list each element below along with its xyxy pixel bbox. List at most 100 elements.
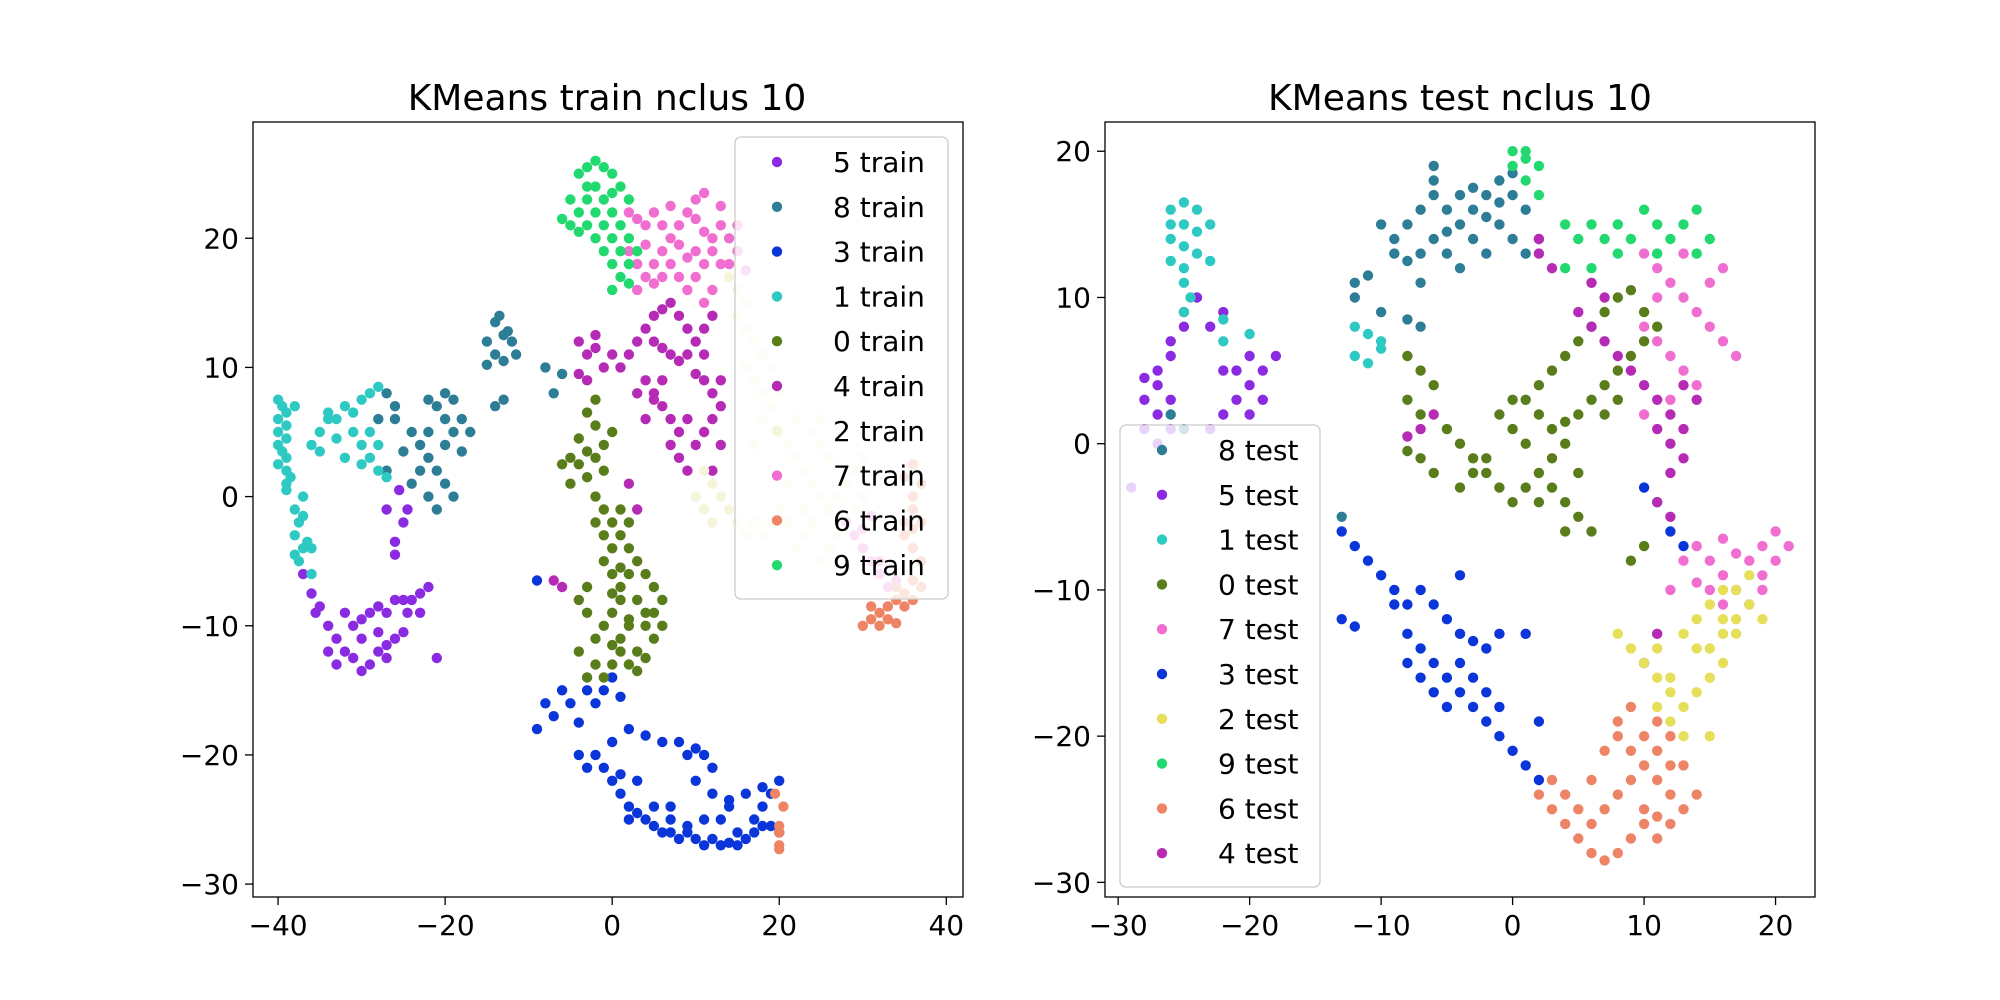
point-0-5-32 <box>673 426 685 438</box>
point-1-7-11 <box>1638 204 1650 215</box>
point-0-9-17 <box>615 246 626 257</box>
point-1-5-6 <box>1415 584 1426 596</box>
point-0-0-16 <box>423 581 434 593</box>
point-0-8-22 <box>769 788 781 799</box>
point-1-7-20 <box>1586 263 1597 274</box>
point-0-9-9 <box>581 194 593 205</box>
point-0-1-2 <box>506 336 518 347</box>
point-0-1-31 <box>373 413 384 425</box>
point-1-4-13 <box>1678 365 1689 376</box>
legend-label-2: 3 train <box>833 236 925 269</box>
point-1-9-25 <box>1652 628 1663 639</box>
point-0-1-14 <box>439 439 451 451</box>
point-0-5-33 <box>682 413 693 425</box>
point-1-3-1 <box>1415 365 1426 376</box>
point-1-8-7 <box>1625 833 1637 844</box>
point-0-1-30 <box>381 388 392 399</box>
point-0-0-25 <box>431 652 442 664</box>
point-0-3-9 <box>281 452 292 463</box>
point-0-0-37 <box>381 652 392 664</box>
point-0-5-16 <box>690 336 701 347</box>
point-0-2-33 <box>765 820 777 832</box>
point-1-4-3 <box>1678 292 1689 303</box>
point-1-8-28 <box>1573 804 1584 815</box>
point-1-9-17 <box>1678 423 1689 435</box>
point-0-5-52 <box>707 465 718 476</box>
point-0-4-47 <box>590 633 601 644</box>
point-1-8-34 <box>1652 745 1663 756</box>
point-1-9-13 <box>1678 453 1689 464</box>
point-1-8-16 <box>1625 774 1637 786</box>
point-0-5-23 <box>682 349 693 360</box>
point-0-2-31 <box>749 827 760 838</box>
point-1-4-9 <box>1730 350 1742 362</box>
point-1-5-38 <box>1638 482 1650 493</box>
legend-marker-9 <box>1156 848 1168 859</box>
point-0-4-7 <box>556 459 568 470</box>
point-1-3-47 <box>1520 438 1531 449</box>
point-0-9-21 <box>581 220 593 231</box>
legend-marker-7 <box>1156 758 1168 769</box>
point-1-2-5 <box>1191 226 1203 237</box>
point-1-8-14 <box>1599 804 1610 815</box>
point-0-4-42 <box>657 620 668 631</box>
point-1-4-10 <box>1638 321 1650 332</box>
point-1-1-17 <box>1270 350 1282 362</box>
point-1-3-13 <box>1546 453 1558 464</box>
legend-marker-5 <box>1156 668 1168 680</box>
point-0-4-48 <box>598 620 609 631</box>
point-1-9-5 <box>1599 336 1610 347</box>
point-0-4-19 <box>615 594 626 606</box>
point-1-9-19 <box>1678 380 1689 391</box>
point-1-6-13 <box>1717 628 1729 639</box>
point-0-2-49 <box>648 801 660 812</box>
point-0-9-2 <box>590 155 601 166</box>
y-tick-label: −10 <box>1032 574 1091 607</box>
point-1-1-8 <box>1152 409 1163 420</box>
legend-marker-8 <box>1156 803 1168 814</box>
point-0-5-37 <box>715 401 726 412</box>
point-1-3-12 <box>1533 467 1545 479</box>
point-1-1-3 <box>1165 350 1176 362</box>
legend-label-1: 8 train <box>833 191 925 224</box>
point-1-3-55 <box>1467 467 1479 479</box>
legend-marker-6 <box>771 425 783 436</box>
point-0-0-19 <box>364 607 376 618</box>
point-1-3-20 <box>1546 365 1558 376</box>
point-0-7-25 <box>623 246 635 257</box>
point-1-3-44 <box>1507 423 1518 435</box>
point-0-1-4 <box>490 349 501 360</box>
point-1-7-16 <box>1704 233 1716 245</box>
point-0-1-24 <box>456 413 467 425</box>
point-1-0-9 <box>1494 175 1505 186</box>
train-legend: 5 train 8 train 3 train 1 train 0 train 4 tra… <box>734 136 949 600</box>
point-1-3-41 <box>1415 453 1426 464</box>
point-1-7-7 <box>1586 219 1597 230</box>
point-0-4-56 <box>607 426 618 438</box>
point-0-7-12 <box>723 233 735 244</box>
test-panel: KMeans test nclus 10 −30 −20 −10 0 10 20 −30 −2… <box>1032 78 1816 942</box>
point-0-4-38 <box>632 556 643 567</box>
point-0-3-2 <box>281 407 292 418</box>
point-1-3-38 <box>1573 511 1584 522</box>
point-1-1-4 <box>1165 336 1176 347</box>
point-0-2-11 <box>590 749 601 761</box>
point-0-3-43 <box>373 439 384 451</box>
point-0-1-19 <box>423 452 434 463</box>
point-0-0-13 <box>402 607 413 618</box>
point-1-5-34 <box>1336 614 1347 625</box>
point-1-2-14 <box>1185 292 1196 303</box>
point-1-2-12 <box>1205 255 1216 267</box>
point-1-2-17 <box>1349 321 1361 332</box>
point-1-2-2 <box>1191 204 1203 215</box>
point-0-6-0 <box>723 271 735 283</box>
point-1-6-14 <box>1730 614 1742 625</box>
point-0-0-34 <box>339 607 351 618</box>
point-1-5-25 <box>1454 657 1466 669</box>
point-1-1-22 <box>1244 409 1255 420</box>
point-1-4-28 <box>1730 548 1742 559</box>
point-1-0-4 <box>1428 189 1439 201</box>
legend-label-0: 8 test <box>1218 434 1299 467</box>
point-0-2-55 <box>749 814 760 825</box>
point-1-0-21 <box>1494 219 1505 230</box>
